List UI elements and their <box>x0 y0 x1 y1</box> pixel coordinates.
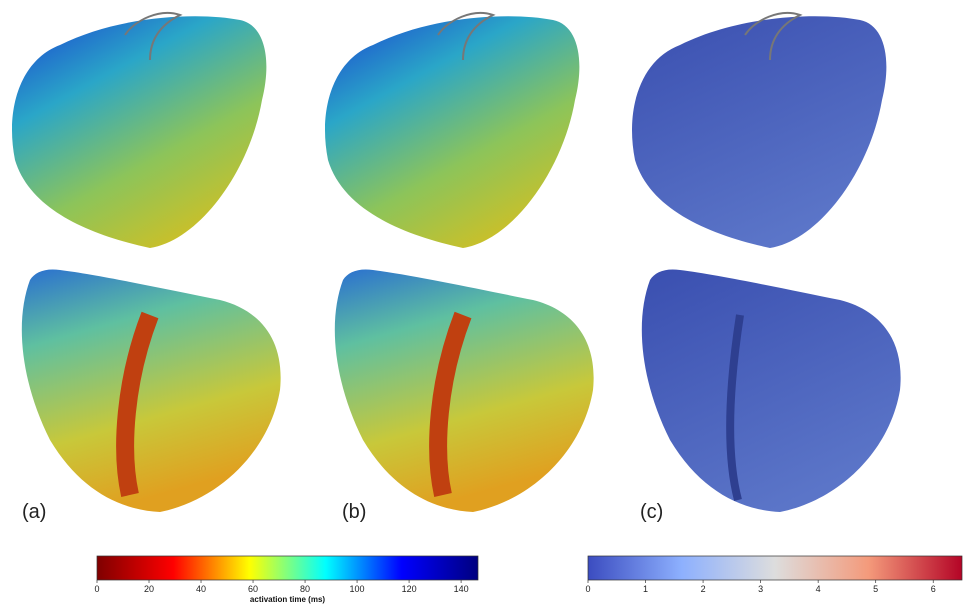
panel-label: (b) <box>342 501 366 523</box>
tick-label: 60 <box>248 584 258 594</box>
tick-label: 0 <box>585 584 590 594</box>
tick-label: 140 <box>454 584 469 594</box>
heart-b <box>324 11 594 512</box>
colorbar <box>587 555 963 581</box>
tick-label: 3 <box>758 584 763 594</box>
heart-a <box>11 11 281 512</box>
tick-label: 5 <box>873 584 878 594</box>
tick-label: 100 <box>350 584 365 594</box>
panel-label: (c) <box>640 501 663 523</box>
heart-c <box>631 11 901 512</box>
tick-label: 2 <box>701 584 706 594</box>
tick-label: 120 <box>402 584 417 594</box>
tick-label: 40 <box>196 584 206 594</box>
tick-label: 6 <box>931 584 936 594</box>
tick-label: 4 <box>816 584 821 594</box>
colorbar-label: activation time (ms) <box>250 595 325 604</box>
colorbar <box>96 555 479 581</box>
tick-label: 0 <box>94 584 99 594</box>
tick-label: 1 <box>643 584 648 594</box>
tick-label: 20 <box>144 584 154 594</box>
tick-label: 80 <box>300 584 310 594</box>
panel-label: (a) <box>22 501 46 523</box>
